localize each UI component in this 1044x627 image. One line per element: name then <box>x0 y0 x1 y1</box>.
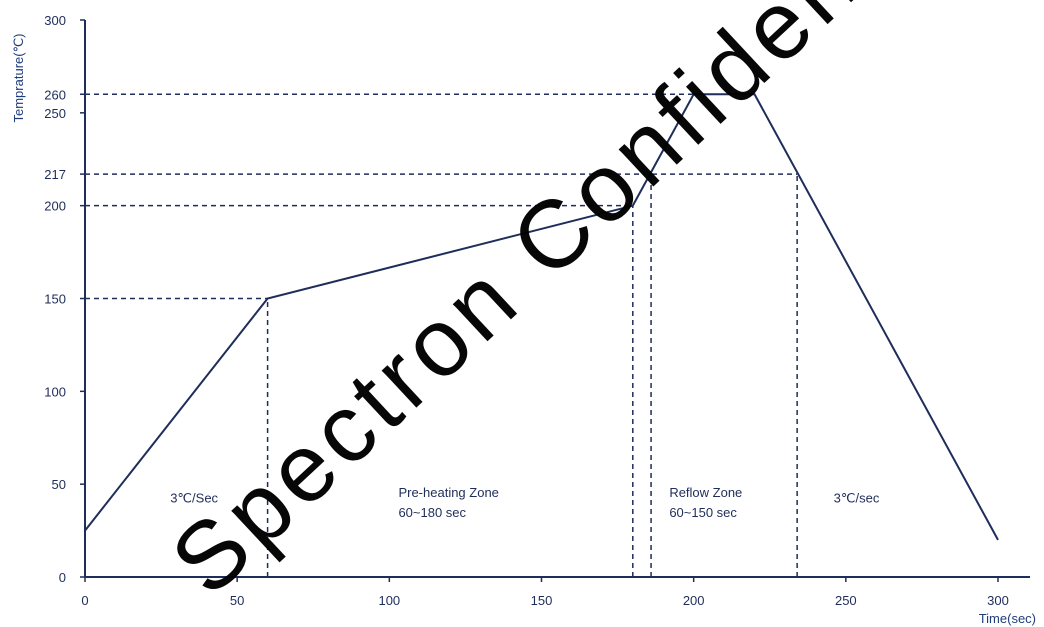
y-tick-label: 100 <box>44 384 66 399</box>
x-tick-label: 300 <box>987 593 1009 608</box>
y-tick-label: 0 <box>59 570 66 585</box>
zone-label: Pre-heating Zone 60~180 sec <box>398 485 498 520</box>
y-tick-label: 260 <box>44 87 66 102</box>
zone-label: Reflow Zone 60~150 sec <box>669 485 742 520</box>
x-tick-label: 100 <box>378 593 400 608</box>
x-tick-label: 0 <box>81 593 88 608</box>
axes <box>80 19 1030 582</box>
annotations: 3℃/Sec Pre-heating Zone 60~180 sec Reflow Z… <box>170 485 880 520</box>
y-tick-label: 200 <box>44 199 66 214</box>
tick-labels: 0 50 100 150 200 217 250 260 300 0 50 100 150 200 250 3… <box>44 13 1009 608</box>
y-tick-label: 217 <box>44 167 66 182</box>
temperature-profile-line <box>84 93 999 541</box>
zone-label: 3℃/sec <box>834 491 880 506</box>
watermark-text: Spectron Confidential <box>151 0 987 615</box>
zone-label-line: Reflow Zone <box>669 485 742 500</box>
zone-label-line: 3℃/Sec <box>170 491 218 506</box>
y-tick-label: 250 <box>44 106 66 121</box>
y-tick-label: 300 <box>44 13 66 28</box>
x-axis-title: Time(sec) <box>979 611 1036 626</box>
y-axis-title: Temprature(℃) <box>11 33 26 122</box>
reference-lines <box>85 93 798 577</box>
zone-label: 3℃/Sec <box>170 491 218 506</box>
x-tick-label: 200 <box>683 593 705 608</box>
x-tick-label: 250 <box>835 593 857 608</box>
zone-label-line: 60~150 sec <box>669 505 737 520</box>
x-tick-label: 50 <box>230 593 244 608</box>
zone-label-line: 60~180 sec <box>398 505 466 520</box>
series <box>84 93 999 541</box>
x-tick-label: 150 <box>531 593 553 608</box>
y-tick-label: 150 <box>44 292 66 307</box>
zone-label-line: Pre-heating Zone <box>398 485 498 500</box>
y-tick-label: 50 <box>52 477 66 492</box>
zone-label-line: 3℃/sec <box>834 491 880 506</box>
